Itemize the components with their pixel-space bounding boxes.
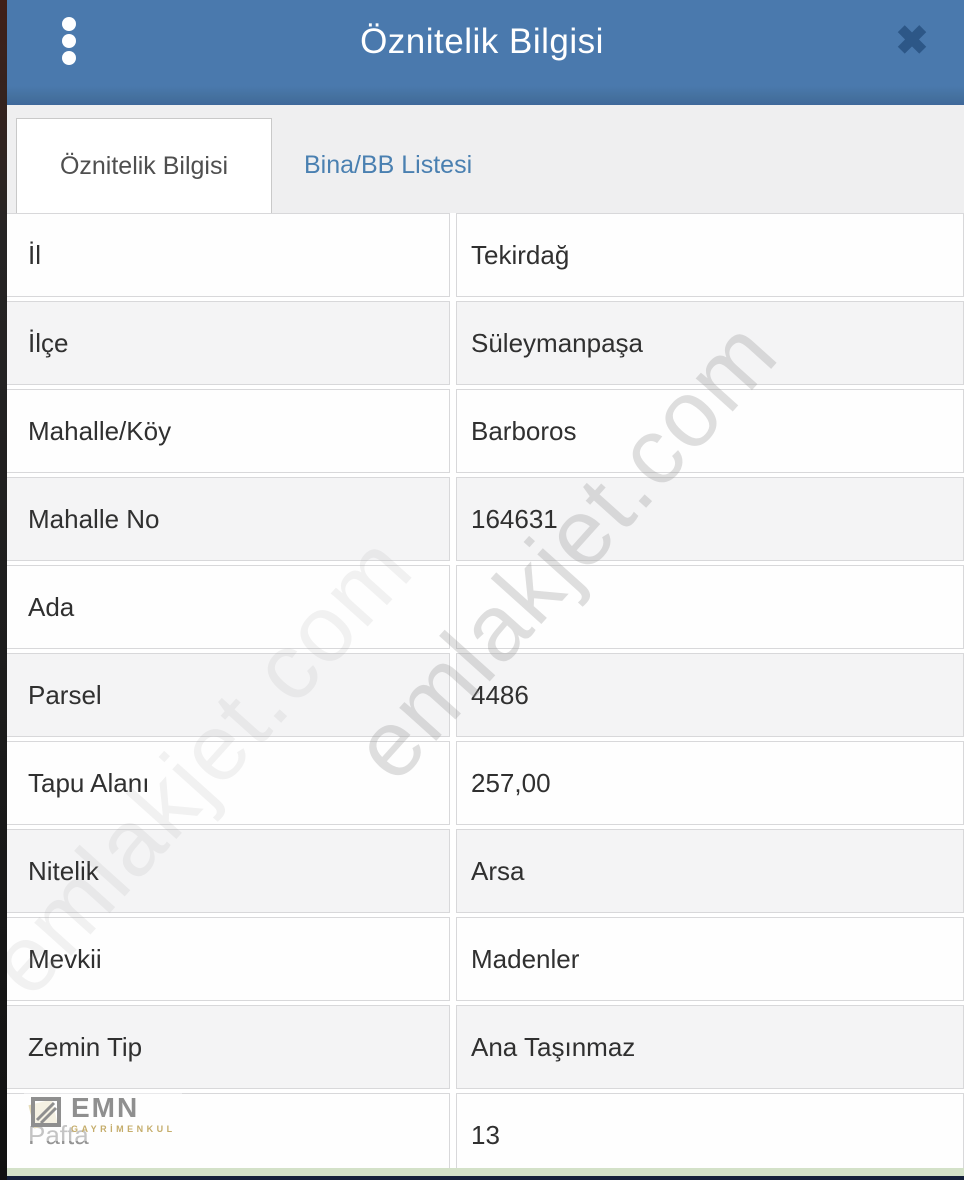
row-label-cell: İlçe bbox=[0, 301, 450, 385]
emn-logo-subtext: GAYRİMENKUL bbox=[71, 1124, 176, 1134]
field-label: Parsel bbox=[28, 679, 102, 710]
field-label: Mahalle No bbox=[28, 503, 160, 534]
field-value: 257,00 bbox=[471, 767, 551, 798]
table-row-mevkii: Mevkii Madenler bbox=[0, 917, 964, 1001]
row-value-cell: 257,00 bbox=[456, 741, 964, 825]
kebab-dot bbox=[62, 34, 76, 48]
row-value-cell: Ana Taşınmaz bbox=[456, 1005, 964, 1089]
row-value-cell: Arsa bbox=[456, 829, 964, 913]
field-value: Tekirdağ bbox=[471, 239, 570, 270]
tab-label: Öznitelik Bilgisi bbox=[59, 151, 229, 180]
emn-logo-icon bbox=[26, 1094, 64, 1139]
table-row-pafta: Pafta 13 bbox=[0, 1093, 964, 1177]
row-label-cell: İl bbox=[0, 213, 450, 297]
close-x-icon[interactable]: ✖ bbox=[895, 19, 929, 63]
table-row-il: İl Tekirdağ bbox=[0, 213, 964, 297]
field-label: Ada bbox=[28, 591, 75, 622]
emn-logo: EMN GAYRİMENKUL bbox=[24, 1092, 182, 1141]
field-label: Tapu Alanı bbox=[28, 767, 150, 798]
row-label-cell: Mahalle/Köy bbox=[0, 389, 450, 473]
tab-label: Bina/BB Listesi bbox=[304, 151, 473, 179]
field-value: 13 bbox=[471, 1119, 500, 1150]
row-value-cell: Madenler bbox=[456, 917, 964, 1001]
kebab-dot bbox=[62, 51, 76, 65]
table-row-zemin-tip: Zemin Tip Ana Taşınmaz bbox=[0, 1005, 964, 1089]
field-label: Nitelik bbox=[28, 855, 99, 886]
table-row-mahalle-koy: Mahalle/Köy Barboros bbox=[0, 389, 964, 473]
row-value-cell: Tekirdağ bbox=[456, 213, 964, 297]
dialog-title: Öznitelik Bilgisi bbox=[360, 22, 604, 61]
tab-bar: Öznitelik Bilgisi Bina/BB Listesi bbox=[0, 105, 964, 213]
row-label-cell: Zemin Tip bbox=[0, 1005, 450, 1089]
row-value-cell: 4486 bbox=[456, 653, 964, 737]
table-row-nitelik: Nitelik Arsa bbox=[0, 829, 964, 913]
row-label-cell: Ada bbox=[0, 565, 450, 649]
field-value: Madenler bbox=[471, 943, 580, 974]
field-value: Barboros bbox=[471, 415, 577, 446]
row-label-cell: Mahalle No bbox=[0, 477, 450, 561]
field-label: İl bbox=[28, 239, 41, 270]
field-label: Zemin Tip bbox=[28, 1031, 143, 1062]
dialog-titlebar: Öznitelik Bilgisi ✖ bbox=[0, 0, 964, 105]
row-value-cell: Süleymanpaşa bbox=[456, 301, 964, 385]
row-label-cell: Parsel bbox=[0, 653, 450, 737]
kebab-dot bbox=[62, 17, 76, 31]
field-value: 4486 bbox=[471, 679, 529, 710]
row-label-cell: Mevkii bbox=[0, 917, 450, 1001]
tab-oznitelik-bilgisi[interactable]: Öznitelik Bilgisi bbox=[16, 118, 272, 213]
table-row-tapu-alani: Tapu Alanı 257,00 bbox=[0, 741, 964, 825]
row-value-cell: 13 bbox=[456, 1093, 964, 1177]
field-value: Süleymanpaşa bbox=[471, 327, 643, 358]
field-value: Arsa bbox=[471, 855, 525, 886]
attribute-table: İl Tekirdağ İlçe Süleymanpaşa Mahalle/Kö… bbox=[0, 213, 964, 1180]
row-value-cell bbox=[456, 565, 964, 649]
left-edge-strip bbox=[0, 0, 7, 1180]
bottom-green-strip bbox=[0, 1168, 964, 1176]
field-label: Mahalle/Köy bbox=[28, 415, 172, 446]
field-value: 164631 bbox=[471, 503, 558, 534]
table-row-ilce: İlçe Süleymanpaşa bbox=[0, 301, 964, 385]
row-label-cell: Nitelik bbox=[0, 829, 450, 913]
row-label-cell: Pafta bbox=[0, 1093, 450, 1177]
table-row-mahalle-no: Mahalle No 164631 bbox=[0, 477, 964, 561]
tab-bina-bb-listesi[interactable]: Bina/BB Listesi bbox=[284, 118, 492, 213]
field-label: Mevkii bbox=[28, 943, 102, 974]
emn-logo-name: EMN bbox=[71, 1092, 140, 1123]
bottom-navy-strip bbox=[0, 1176, 964, 1180]
kebab-menu-icon[interactable] bbox=[56, 17, 82, 69]
row-value-cell: Barboros bbox=[456, 389, 964, 473]
row-value-cell: 164631 bbox=[456, 477, 964, 561]
field-label: İlçe bbox=[28, 327, 69, 358]
row-label-cell: Tapu Alanı bbox=[0, 741, 450, 825]
field-value: Ana Taşınmaz bbox=[471, 1031, 636, 1062]
table-row-ada: Ada bbox=[0, 565, 964, 649]
table-row-parsel: Parsel 4486 bbox=[0, 653, 964, 737]
